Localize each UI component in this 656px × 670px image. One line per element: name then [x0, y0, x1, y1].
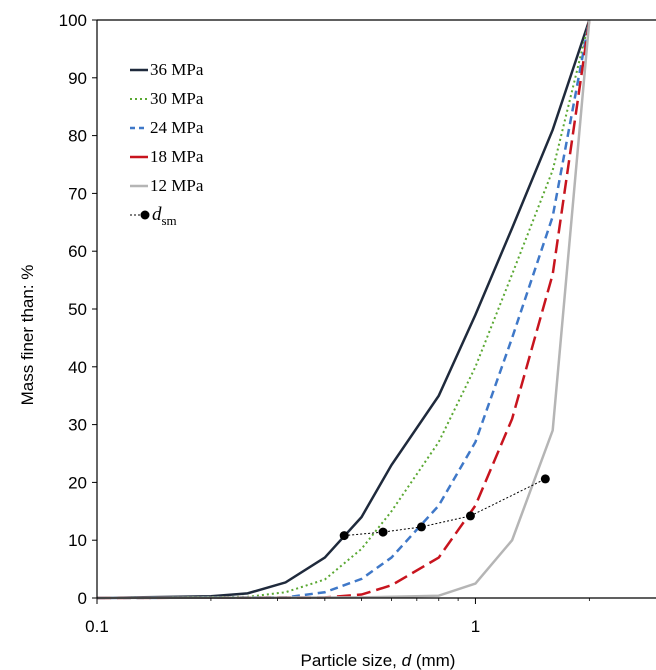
dsm-point — [540, 474, 550, 484]
dsm-point — [339, 531, 349, 541]
axis-ticks: 0 10 20 30 40 50 60 70 80 90 100 0.1 1 — [59, 11, 590, 636]
legend-label: 36 MPa — [150, 60, 204, 79]
y-tick-label: 0 — [78, 589, 87, 608]
legend-label: 30 MPa — [150, 89, 204, 108]
x-axis-title-prefix: Particle size, — [301, 651, 402, 670]
legend-label: 24 MPa — [150, 118, 204, 137]
dsm-point — [378, 527, 388, 537]
y-tick-label: 30 — [68, 416, 87, 435]
y-tick-label: 40 — [68, 358, 87, 377]
series-line-30-mpa — [96, 19, 591, 599]
x-axis-title-suffix: (mm) — [411, 651, 455, 670]
x-tick-label: 1 — [471, 617, 480, 636]
y-tick-label: 20 — [68, 473, 87, 492]
y-tick-label: 90 — [68, 69, 87, 88]
x-axis-title-var: d — [402, 651, 412, 670]
x-axis-title: Particle size, d (mm) — [301, 651, 456, 670]
x-tick-label: 0.1 — [85, 617, 109, 636]
y-tick-label: 50 — [68, 300, 87, 319]
y-tick-label: 10 — [68, 531, 87, 550]
dsm-point — [465, 511, 475, 521]
y-tick-label: 80 — [68, 127, 87, 146]
y-tick-label: 70 — [68, 184, 87, 203]
legend-swatch-dsm-point — [140, 210, 150, 220]
series-line-24-mpa — [96, 19, 591, 600]
legend-label: 12 MPa — [150, 176, 204, 195]
legend-label-dsm: dsm — [152, 204, 177, 228]
dsm-point — [416, 522, 426, 532]
legend: 36 MPa 30 MPa 24 MPa 18 MPa 12 MPa dsm — [130, 60, 204, 228]
series-line-36-mpa — [96, 19, 591, 600]
y-tick-label: 100 — [59, 11, 87, 30]
y-axis-title: Mass finer than: % — [18, 265, 37, 406]
legend-label: 18 MPa — [150, 147, 204, 166]
y-tick-label: 60 — [68, 242, 87, 261]
